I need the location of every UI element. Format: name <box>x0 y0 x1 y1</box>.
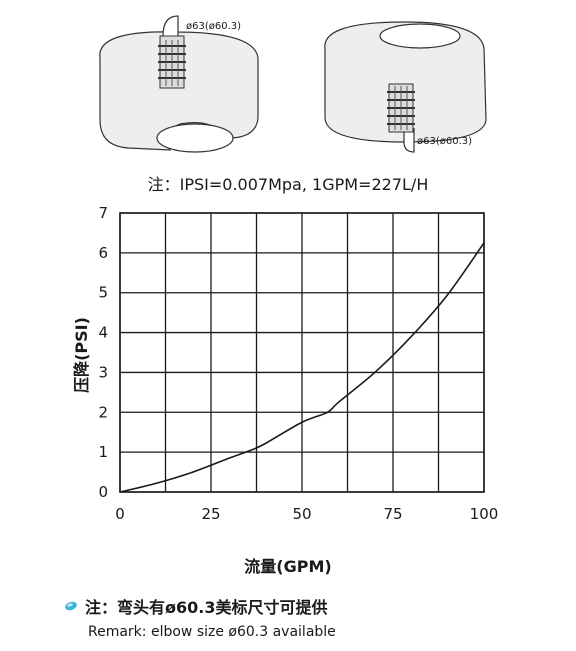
remark-chinese: 注：弯头有ø60.3美标尺寸可提供 <box>85 598 328 617</box>
y-tick-label: 1 <box>98 443 108 461</box>
y-tick-label: 3 <box>98 363 108 381</box>
right-fitting-coupling <box>387 83 415 133</box>
right-tank-illustration: ø63(ø60.3) <box>324 21 487 153</box>
y-tick-label: 2 <box>98 403 108 421</box>
vertical-gridlines <box>119 213 485 492</box>
y-tick-label: 4 <box>98 324 108 342</box>
y-tick-label: 0 <box>98 483 108 501</box>
x-tick-label: 100 <box>470 505 499 523</box>
x-tick-label: 0 <box>115 505 125 523</box>
left-tank-illustration: ø63(ø60.3) <box>99 15 259 153</box>
left-fitting-label: ø63(ø60.3) <box>186 21 241 32</box>
remark-bullet-icon <box>65 601 77 611</box>
unit-note: 注：IPSI=0.007Mpa, 1GPM=227L/H <box>147 175 429 194</box>
pressure-drop-chart: 0 1 2 3 4 5 6 7 0 25 50 75 100 <box>98 204 498 523</box>
x-tick-label: 50 <box>292 505 311 523</box>
x-tick-label: 25 <box>201 505 220 523</box>
right-fitting-label: ø63(ø60.3) <box>417 136 472 147</box>
plot-frame <box>119 212 485 493</box>
x-tick-label: 75 <box>383 505 402 523</box>
y-tick-label: 6 <box>98 244 108 262</box>
pressure-drop-curve <box>119 242 485 493</box>
y-tick-label: 7 <box>98 204 108 222</box>
y-tick-labels: 0 1 2 3 4 5 6 7 <box>98 204 108 501</box>
left-fitting-coupling <box>158 35 186 89</box>
x-axis-label: 流量(GPM) <box>244 557 332 576</box>
y-axis-label: 压降(PSI) <box>72 317 91 393</box>
y-tick-label: 5 <box>98 284 108 302</box>
remark-english: Remark: elbow size ø60.3 available <box>88 624 336 640</box>
x-tick-labels: 0 25 50 75 100 <box>115 505 498 523</box>
